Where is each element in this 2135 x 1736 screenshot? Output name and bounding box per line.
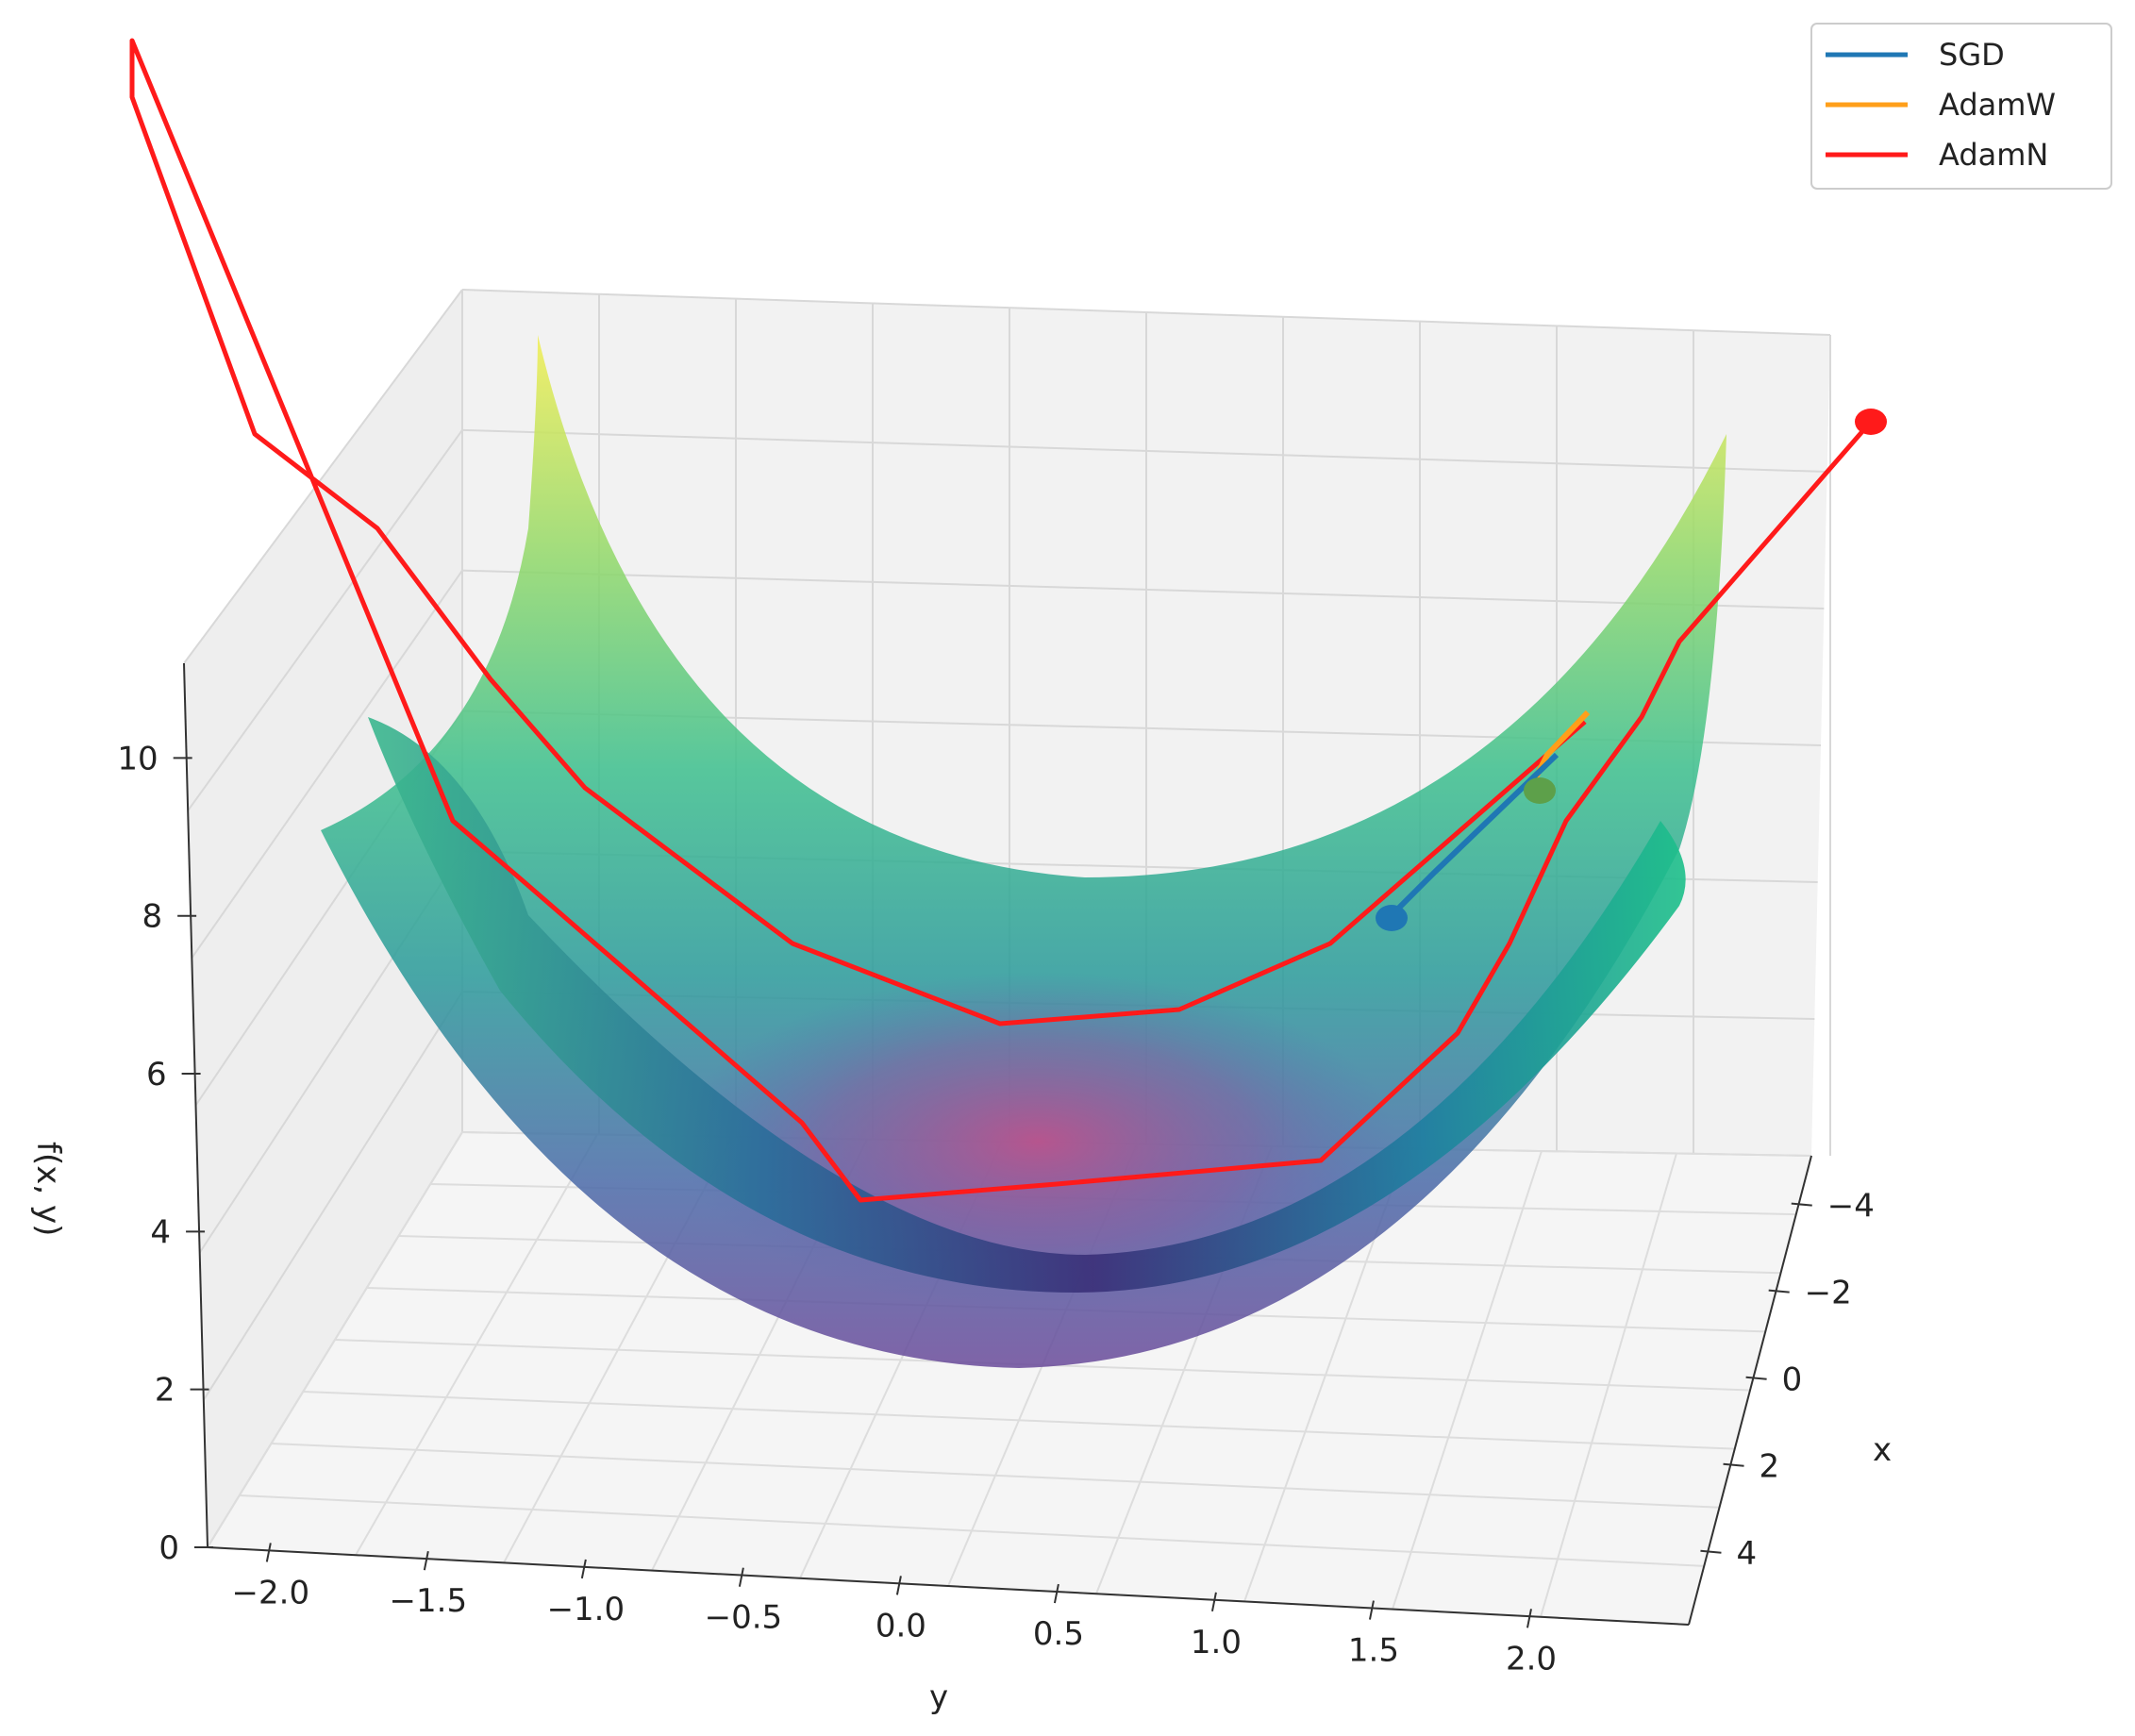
ticks: 0 2 4 6 8 10 −2.0 −1.5 −1.0 −0.5 0.0 0.5 1.0 1.5 2.0 −4… (117, 740, 1874, 1678)
grid-line (239, 1494, 1705, 1567)
y-tick (580, 1559, 587, 1579)
z-tick-label: 0 (158, 1529, 179, 1567)
grid-line (191, 570, 463, 959)
z-tick-label: 4 (150, 1213, 171, 1251)
x-tick (1768, 1289, 1790, 1294)
y-tick (895, 1576, 902, 1595)
series-line-sgd (1393, 752, 1560, 913)
y-tick (423, 1551, 429, 1571)
axis-lines (183, 662, 1812, 1626)
grid-line (303, 1391, 1735, 1450)
legend-box (1810, 23, 2112, 190)
y-tick-label: 1.0 (1191, 1624, 1242, 1661)
y-tick (1053, 1583, 1059, 1604)
legend-label: AdamN (1939, 137, 2048, 173)
x-tick (1791, 1202, 1812, 1207)
x-tick (1723, 1462, 1744, 1467)
adamw-point (1524, 777, 1556, 804)
grid-line (271, 1443, 1720, 1509)
trajectories (129, 38, 1887, 1203)
sgd-point (1376, 905, 1408, 931)
floor-pane (208, 1132, 1811, 1625)
y-tick-label: −2.0 (232, 1574, 310, 1611)
x-tick-label: 4 (1736, 1535, 1757, 1573)
series-line-adamn (129, 38, 1873, 1203)
y-tick-label: −1.5 (390, 1582, 468, 1620)
x-tick-label: −2 (1805, 1275, 1852, 1312)
z-tick-label: 6 (146, 1056, 167, 1093)
x-tick (1745, 1376, 1767, 1380)
x-tick-label: −4 (1827, 1188, 1875, 1226)
y-tick (1368, 1600, 1375, 1620)
x-tick-label: 0 (1782, 1361, 1803, 1399)
x-axis-title: x (1873, 1431, 1892, 1469)
grid-line (187, 429, 463, 811)
grid-line (461, 289, 1831, 336)
y-tick-label: −0.5 (705, 1599, 783, 1637)
y-tick (1526, 1609, 1532, 1628)
y-tick-label: 1.5 (1348, 1632, 1399, 1670)
adamn-start-point (1855, 409, 1887, 435)
grid-line (461, 569, 1825, 609)
y-tick (738, 1567, 744, 1587)
y-tick (265, 1543, 272, 1562)
x-tick-label: 2 (1760, 1448, 1780, 1486)
grid-line (461, 428, 1827, 473)
z-tick-label: 2 (155, 1372, 175, 1410)
y-tick-label: 0.0 (876, 1607, 926, 1644)
z-axis-title: f(x, y) (29, 1142, 67, 1236)
x-tick (1700, 1549, 1722, 1554)
y-tick-label: 2.0 (1506, 1640, 1557, 1678)
legend-label: AdamW (1939, 87, 2056, 123)
surface-front-edge (368, 717, 1686, 1293)
y-tick (1210, 1592, 1217, 1612)
y-axis-title: y (929, 1678, 948, 1716)
y-tick-label: −1.0 (547, 1591, 625, 1628)
grid-line (202, 991, 463, 1401)
grid-line (183, 289, 463, 664)
z-tick-label: 10 (117, 740, 158, 777)
z-tick-label: 8 (142, 898, 163, 936)
legend: SGD AdamW AdamN (1810, 23, 2112, 190)
legend-label: SGD (1939, 37, 2005, 73)
y-tick-label: 0.5 (1033, 1615, 1084, 1653)
